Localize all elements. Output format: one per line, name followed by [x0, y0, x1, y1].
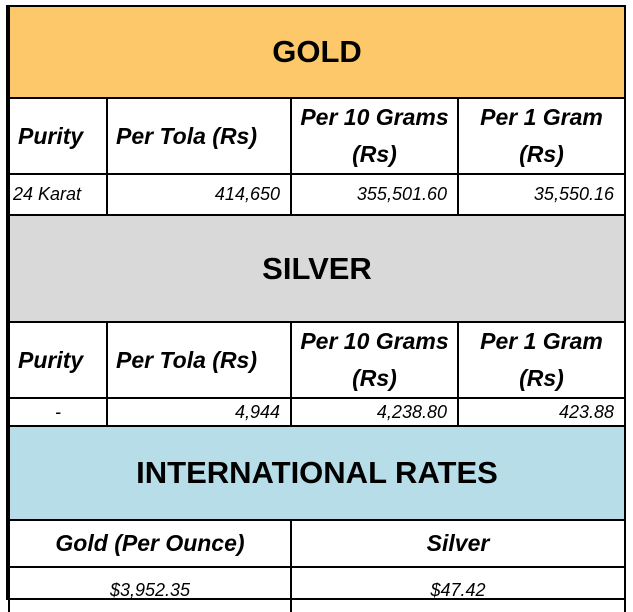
silver-banner: SILVER [8, 214, 626, 323]
silver-per-tola-value: 4,944 [106, 397, 292, 427]
gold-header-per-tola: Per Tola (Rs) [106, 97, 292, 175]
gold-purity-value: 24 Karat [8, 173, 108, 216]
silver-per-1-gram-value: 423.88 [457, 397, 626, 427]
silver-header-purity: Purity [8, 321, 108, 399]
silver-header-per-tola: Per Tola (Rs) [106, 321, 292, 399]
gold-title: GOLD [272, 34, 362, 69]
silver-header-per-10-grams: Per 10 Grams (Rs) [290, 321, 459, 399]
intl-gold-value: $3,952.35 [8, 566, 292, 612]
silver-title: SILVER [262, 250, 372, 286]
silver-per-10-grams-value: 4,238.80 [290, 397, 459, 427]
rates-table-frame: GOLD Purity Per Tola (Rs) Per 10 Grams (… [6, 5, 626, 612]
metal-rates-table: GOLD Purity Per Tola (Rs) Per 10 Grams (… [8, 7, 626, 612]
international-banner: INTERNATIONAL RATES [8, 425, 626, 521]
intl-silver-value: $47.42 [290, 566, 626, 612]
silver-header-per-1-gram: Per 1 Gram (Rs) [457, 321, 626, 399]
gold-header-per-1-gram: Per 1 Gram (Rs) [457, 97, 626, 175]
gold-per-1-gram-value: 35,550.16 [457, 173, 626, 216]
gold-header-per-10-grams: Per 10 Grams (Rs) [290, 97, 459, 175]
silver-purity-value: - [8, 397, 108, 427]
gold-banner: GOLD [8, 7, 626, 99]
intl-header-gold: Gold (Per Ounce) [8, 519, 292, 568]
gold-per-10-grams-value: 355,501.60 [290, 173, 459, 216]
intl-header-silver: Silver [290, 519, 626, 568]
gold-header-purity: Purity [8, 97, 108, 175]
gold-per-tola-value: 414,650 [106, 173, 292, 216]
international-title: INTERNATIONAL RATES [136, 455, 498, 490]
